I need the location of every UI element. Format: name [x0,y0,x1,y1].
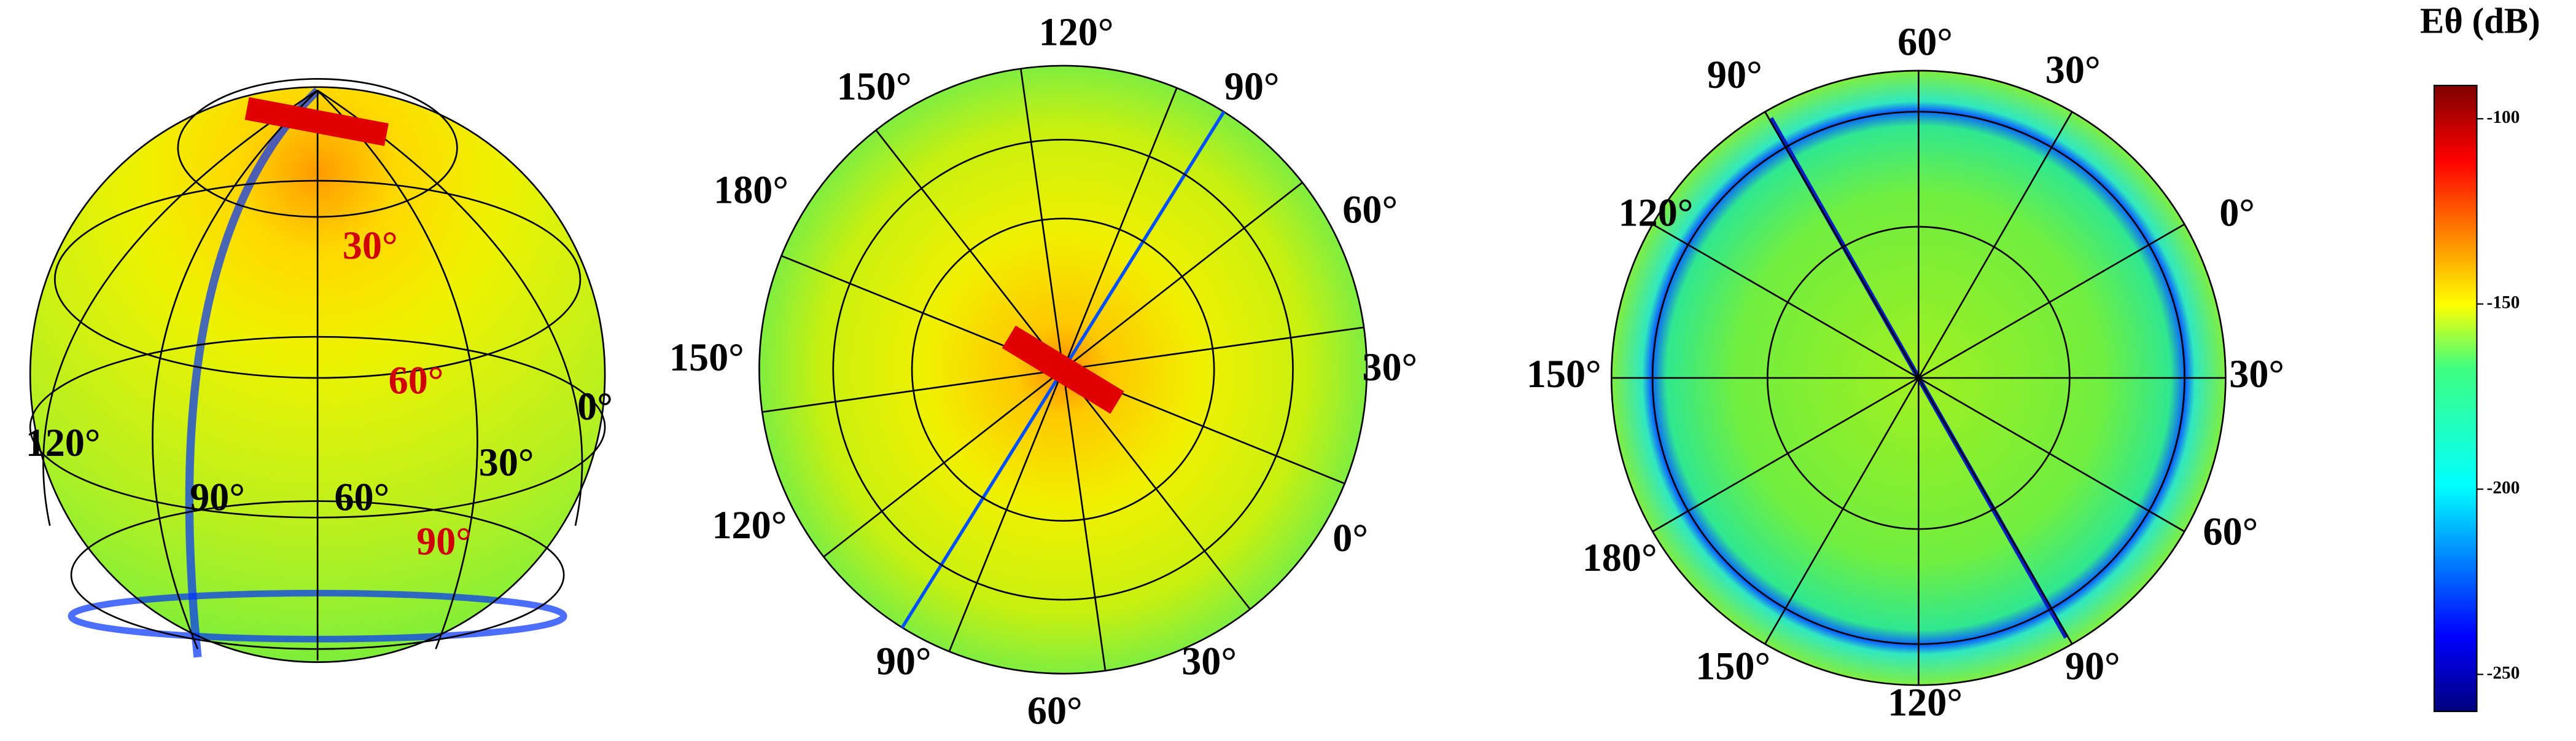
angle-label: 150° [837,65,912,108]
angle-label: 0° [2219,191,2255,235]
angle-label: 90° [416,520,472,563]
angle-label: 120° [712,503,787,547]
colorbar-tick-label: -200 [2487,478,2520,498]
angle-label: 150° [669,335,744,379]
angle-label: 90° [1707,53,1762,96]
spoke [1652,223,2185,533]
angle-label: 60° [1342,187,1398,231]
angle-label: 60° [1897,20,1953,64]
sphere-panel [29,78,606,663]
colorbar-tick-label: -250 [2487,663,2520,683]
angle-label: 90° [876,640,932,683]
polar-panel-3 [1610,69,2227,686]
angle-label: 60° [2203,509,2259,553]
angle-label: 30° [1362,345,1417,389]
angle-label: 30° [2229,352,2284,396]
angle-label: 30° [343,224,398,267]
colorbar-title: Eθ (dB) [2420,1,2540,41]
angle-label: 30° [2045,48,2101,92]
angle-label: 0° [1333,516,1368,560]
angle-label: 0° [577,385,613,428]
angle-label: 30° [1181,640,1237,683]
angle-label: 30° [479,441,534,484]
angle-label: 120° [26,421,101,465]
angle-label: 120° [1888,681,1963,724]
angle-label: 60° [389,358,444,402]
angle-label: 90° [190,475,245,519]
angle-label: 120° [1039,10,1114,54]
polar-panel-2 [758,65,1368,675]
angle-label: 150° [1527,352,1601,396]
angle-label: 60° [334,475,389,519]
angle-label: 90° [2065,645,2120,688]
angle-label: 60° [1027,689,1083,732]
colorbar [2433,84,2478,712]
angle-label: 90° [1224,65,1280,108]
colorbar-tick-label: -100 [2487,108,2520,127]
angle-label: 180° [1582,536,1657,579]
colorbar-tick-label: -150 [2487,292,2520,312]
angle-label: 180° [714,168,788,211]
angle-label: 150° [1695,645,1770,688]
angle-label: 120° [1619,191,1694,235]
